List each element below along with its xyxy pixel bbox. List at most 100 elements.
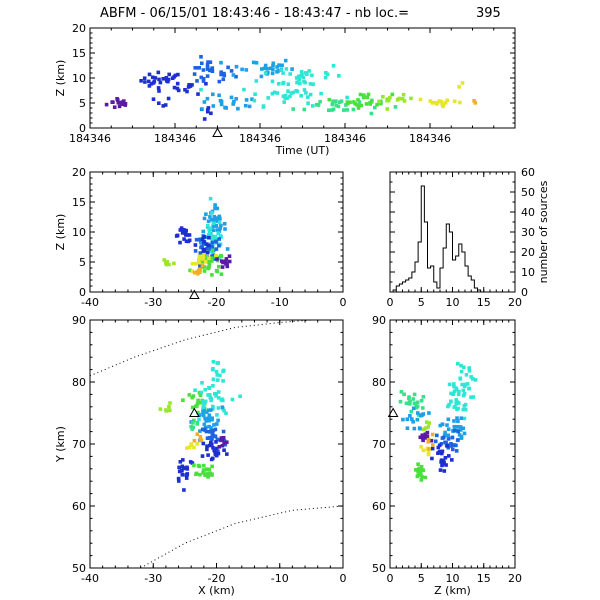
x-y-source-point — [216, 451, 221, 456]
x-y-source-point — [212, 448, 216, 452]
z-y-ytick-label: 80 — [372, 376, 386, 389]
z-y-source-point — [467, 386, 471, 391]
time-height-source-point — [362, 93, 366, 97]
x-y-source-point — [181, 398, 185, 402]
z-y-source-point — [450, 435, 455, 440]
x-z-source-point — [209, 217, 214, 222]
x-y-source-point — [211, 446, 215, 450]
x-y-source-point — [204, 429, 209, 434]
x-y-source-point — [209, 426, 213, 430]
x-z-source-point — [201, 254, 205, 258]
x-y-source-point — [222, 448, 226, 452]
time-height-source-point — [393, 105, 398, 109]
x-z-source-point — [218, 216, 222, 221]
x-z-source-point — [197, 258, 201, 262]
z-y-source-point — [431, 443, 435, 447]
z-y-xtick-label: 10 — [446, 572, 460, 585]
time-height-source-point — [418, 97, 423, 102]
time-height-ylabel: Z (km) — [54, 60, 67, 97]
z-y-source-point — [457, 401, 461, 405]
x-z-source-point — [204, 242, 209, 246]
time-height-source-point — [186, 85, 191, 89]
time-height-source-point — [219, 72, 223, 77]
time-height-source-point — [262, 66, 267, 71]
z-y-source-point — [411, 406, 416, 411]
z-y-source-point — [418, 435, 423, 440]
z-y-source-point — [467, 369, 472, 373]
time-height-source-point — [172, 85, 177, 90]
x-y-source-point — [164, 409, 169, 413]
time-height-source-point — [112, 105, 117, 109]
z-y-source-point — [454, 401, 458, 406]
time-height-source-point — [271, 61, 276, 66]
x-y-source-point — [181, 466, 186, 471]
x-y-source-point — [194, 471, 199, 476]
z-y-source-point — [412, 426, 417, 431]
z-y-source-point — [411, 420, 415, 424]
z-y-source-point — [408, 414, 412, 418]
histogram-xtick-label: 20 — [508, 296, 522, 309]
time-height-source-point — [458, 100, 462, 105]
time-height-source-point — [166, 96, 171, 101]
z-y-source-point — [452, 424, 457, 429]
x-z-source-point — [184, 239, 189, 243]
x-z-ylabel: Z (km) — [54, 214, 67, 251]
x-y-source-point — [205, 472, 209, 476]
time-height-source-point — [232, 99, 236, 104]
time-height-source-point — [208, 60, 213, 64]
histogram-ylabel: number of sources — [537, 180, 550, 283]
z-y-source-point — [458, 425, 463, 429]
time-height-source-point — [331, 64, 336, 68]
time-height-source-point — [284, 67, 289, 71]
x-z-source-point — [225, 262, 229, 266]
z-y-source-point — [461, 388, 466, 393]
time-height-source-point — [428, 99, 433, 103]
time-height-source-point — [161, 104, 165, 108]
z-y-source-point — [447, 454, 451, 458]
x-y-source-point — [230, 397, 235, 402]
x-z-source-point — [167, 262, 171, 267]
time-height-source-point — [338, 100, 342, 104]
z-y-source-point — [455, 425, 460, 429]
x-z-source-point — [217, 243, 221, 248]
time-height-source-point — [265, 67, 269, 71]
time-height-source-point — [226, 65, 230, 70]
time-height-source-point — [381, 95, 385, 99]
time-height-source-point — [439, 99, 444, 104]
x-y-source-point — [203, 388, 207, 392]
x-y-xtick-label: -20 — [208, 572, 226, 585]
time-height-source-point — [161, 77, 165, 81]
z-y-source-point — [457, 433, 462, 437]
z-y-source-point — [456, 392, 461, 397]
time-height-source-point — [219, 99, 224, 104]
x-z-ytick-label: 15 — [72, 196, 86, 209]
z-y-source-point — [408, 399, 412, 404]
time-height-source-point — [285, 96, 289, 101]
x-y-source-point — [207, 413, 212, 417]
x-z-source-point — [208, 247, 213, 251]
time-height-source-point — [268, 66, 273, 71]
z-y-source-point — [452, 384, 456, 389]
time-height-source-point — [244, 98, 249, 102]
x-z-source-point — [223, 227, 227, 231]
x-z-source-point — [225, 264, 230, 269]
time-height-source-point — [400, 97, 405, 101]
time-height-source-point — [305, 72, 309, 76]
x-z-source-point — [164, 261, 168, 265]
x-y-source-point — [185, 472, 189, 477]
z-y-source-point — [429, 438, 434, 443]
x-z-source-point — [206, 223, 210, 228]
z-y-source-point — [452, 419, 456, 423]
z-y-source-point — [421, 427, 426, 432]
time-height-source-point — [388, 95, 392, 100]
z-y-source-point — [437, 450, 441, 455]
time-height-source-point — [211, 104, 216, 108]
x-y-source-point — [218, 373, 222, 378]
x-y-dotted-curve — [140, 505, 343, 568]
z-y-source-point — [425, 430, 430, 435]
x-y-source-point — [208, 443, 212, 448]
z-y-source-point — [415, 417, 420, 422]
x-y-source-point — [201, 468, 206, 472]
z-y-source-point — [453, 443, 458, 448]
z-y-source-point — [410, 417, 414, 421]
